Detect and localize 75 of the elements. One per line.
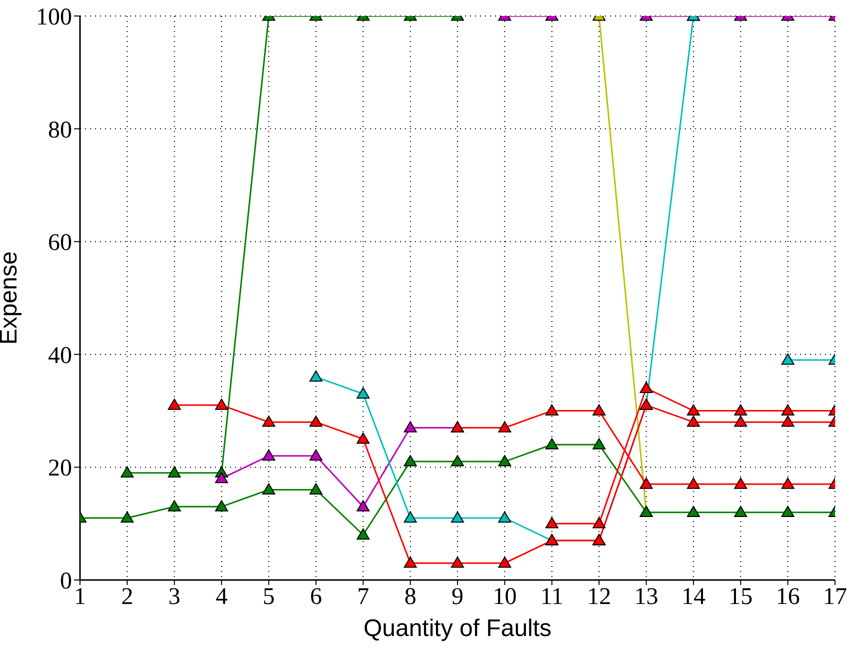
point bbox=[545, 438, 558, 450]
x-tick-label: 9 bbox=[452, 584, 464, 610]
point bbox=[262, 416, 276, 427]
y-tick-label: 20 bbox=[48, 456, 72, 482]
x-tick-label: 1 bbox=[74, 584, 86, 610]
x-axis-title: Quantity of Faults bbox=[363, 615, 552, 642]
x-tick-label: 12 bbox=[587, 584, 612, 610]
point bbox=[781, 506, 794, 518]
point bbox=[734, 506, 748, 518]
point bbox=[168, 500, 181, 512]
point bbox=[168, 466, 181, 478]
y-tick-label: 40 bbox=[48, 342, 72, 369]
point bbox=[734, 416, 748, 427]
x-tick-label: 17 bbox=[823, 584, 847, 610]
point bbox=[262, 449, 276, 461]
point bbox=[451, 455, 464, 466]
point bbox=[404, 455, 417, 466]
x-tick-label: 10 bbox=[492, 584, 517, 610]
point bbox=[592, 438, 606, 450]
y-axis-title: Expense bbox=[0, 251, 23, 345]
x-tick-label: 16 bbox=[776, 584, 800, 610]
point bbox=[309, 370, 322, 382]
point bbox=[498, 511, 512, 523]
point bbox=[168, 398, 181, 410]
point bbox=[356, 528, 370, 540]
point bbox=[215, 398, 228, 410]
point bbox=[686, 416, 700, 427]
y-tick-label: 0 bbox=[60, 568, 72, 595]
x-tick-label: 4 bbox=[216, 584, 228, 610]
point bbox=[356, 387, 370, 399]
y-tick-label: 80 bbox=[48, 117, 72, 144]
point bbox=[309, 416, 322, 427]
y-tick-label: 100 bbox=[36, 4, 72, 31]
point bbox=[686, 506, 700, 518]
x-tick-label: 7 bbox=[357, 584, 370, 610]
point bbox=[262, 483, 276, 494]
point bbox=[451, 556, 464, 568]
point bbox=[120, 511, 134, 523]
point bbox=[686, 478, 700, 489]
point bbox=[309, 483, 322, 494]
point bbox=[498, 455, 512, 466]
y-tick-label: 60 bbox=[48, 230, 72, 256]
x-tick-label: 2 bbox=[121, 584, 134, 610]
point bbox=[592, 404, 606, 416]
point bbox=[404, 511, 417, 523]
x-tick-label: 15 bbox=[728, 584, 753, 610]
x-tick-label: 5 bbox=[262, 584, 275, 610]
point bbox=[215, 472, 228, 484]
point bbox=[404, 556, 417, 568]
point bbox=[356, 432, 370, 444]
x-tick-label: 6 bbox=[310, 584, 322, 610]
point bbox=[545, 404, 558, 416]
point bbox=[309, 449, 322, 461]
point bbox=[640, 478, 653, 489]
point bbox=[781, 478, 794, 489]
point bbox=[545, 517, 558, 528]
point bbox=[404, 421, 417, 432]
x-tick-label: 3 bbox=[168, 584, 180, 610]
x-tick-label: 11 bbox=[540, 584, 564, 610]
point bbox=[451, 511, 464, 523]
point bbox=[215, 500, 228, 512]
point bbox=[734, 478, 748, 489]
point bbox=[356, 500, 370, 512]
point bbox=[498, 556, 512, 568]
point bbox=[592, 517, 606, 528]
x-tick-label: 8 bbox=[404, 584, 416, 610]
point bbox=[498, 421, 512, 432]
point bbox=[734, 404, 748, 416]
x-tick-label: 14 bbox=[681, 584, 706, 610]
point bbox=[640, 382, 653, 393]
x-tick-label: 13 bbox=[634, 584, 658, 610]
point bbox=[781, 404, 794, 416]
point bbox=[781, 416, 794, 427]
point bbox=[120, 466, 134, 478]
point bbox=[686, 404, 700, 416]
